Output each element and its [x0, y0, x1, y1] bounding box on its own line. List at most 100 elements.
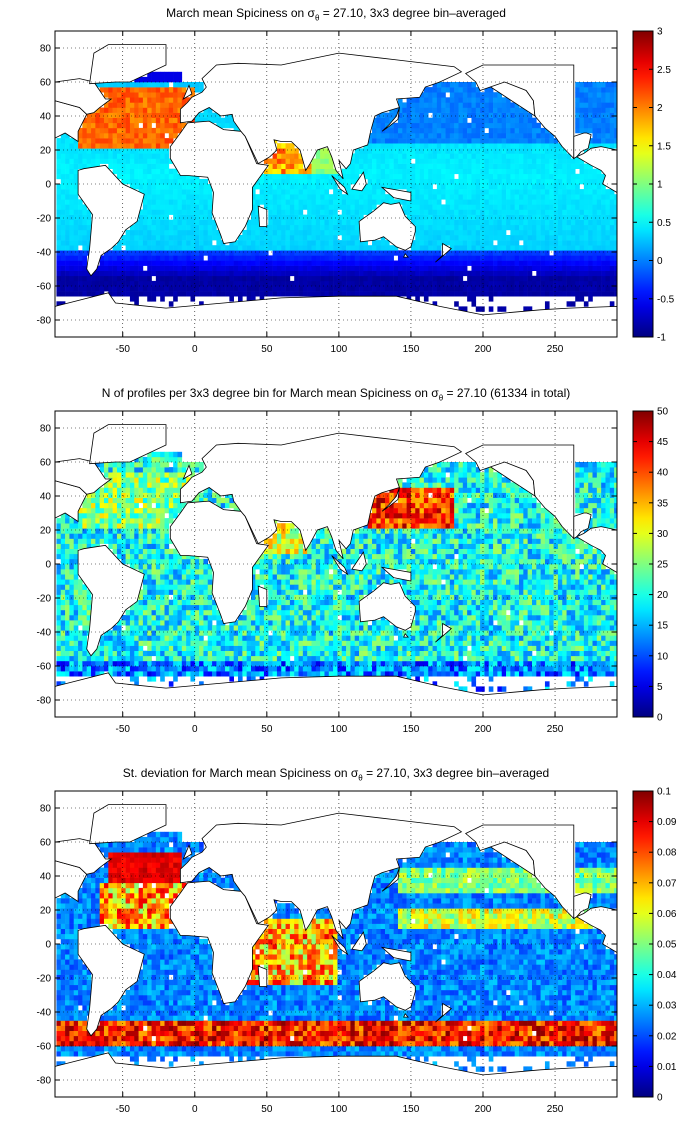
heatmap-cell [570, 280, 576, 287]
heatmap-cell [311, 229, 317, 236]
heatmap-cell [588, 138, 593, 144]
heatmap-cell [523, 163, 528, 169]
heatmap-cell [527, 133, 533, 139]
heatmap-cell [151, 189, 157, 195]
heatmap-cell [432, 286, 438, 292]
heatmap-cell [82, 630, 87, 636]
heatmap-cell [419, 158, 425, 164]
heatmap-cell [298, 235, 304, 241]
heatmap-cell [475, 163, 481, 169]
heatmap-cell [294, 194, 299, 200]
heatmap-cell [250, 286, 256, 292]
heatmap-cell [199, 224, 204, 231]
heatmap-cell [151, 548, 157, 555]
heatmap-cell [125, 229, 131, 236]
heatmap-cell [263, 194, 269, 200]
heatmap-cell [60, 594, 66, 600]
heatmap-cell [601, 224, 606, 231]
heatmap-cell [510, 219, 515, 226]
heatmap-cell [596, 270, 602, 277]
heatmap-cell [125, 163, 131, 169]
heatmap-cell [350, 204, 356, 210]
heatmap-cell [103, 640, 109, 646]
heatmap-cell [410, 102, 416, 108]
heatmap-cell [480, 122, 485, 129]
heatmap-cell [86, 502, 92, 509]
heatmap-cell [69, 286, 75, 292]
heatmap-cell [82, 650, 87, 657]
heatmap-cell [78, 260, 83, 266]
heatmap-cell [501, 209, 507, 215]
heatmap-cell [454, 235, 459, 241]
heatmap-cell [458, 250, 464, 256]
heatmap-cell [432, 158, 438, 164]
heatmap-cell [423, 97, 429, 103]
heatmap-cell [406, 163, 412, 169]
heatmap-cell [372, 250, 377, 256]
heatmap-cell [510, 153, 515, 159]
heatmap-cell [501, 117, 507, 124]
chart-title: N of profiles per 3x3 degree bin for Mar… [101, 386, 571, 403]
heatmap-cell [177, 194, 183, 200]
heatmap-cell [583, 209, 589, 215]
heatmap-cell [69, 168, 75, 175]
heatmap-cell [142, 168, 148, 175]
heatmap-cell [129, 82, 135, 88]
heatmap-cell [376, 148, 381, 154]
heatmap-cell [129, 280, 135, 287]
heatmap-cell [333, 280, 338, 287]
heatmap-cell [69, 569, 75, 575]
heatmap-cell [583, 107, 589, 113]
heatmap-cell [354, 286, 360, 292]
heatmap-cell [562, 291, 567, 297]
heatmap-cell [592, 102, 598, 108]
heatmap-cell [432, 138, 438, 144]
heatmap-cell [121, 173, 126, 180]
heatmap-cell [164, 107, 170, 113]
heatmap-cell [78, 158, 83, 164]
heatmap-cell [272, 184, 278, 190]
heatmap-cell [549, 199, 554, 205]
heatmap-cell [194, 275, 200, 282]
heatmap-cell [449, 138, 455, 144]
heatmap-cell [471, 87, 477, 93]
heatmap-cell [436, 82, 442, 88]
heatmap-cell [488, 291, 494, 297]
heatmap-cell [255, 240, 260, 246]
heatmap-cell [601, 255, 606, 261]
heatmap-cell [56, 630, 62, 636]
heatmap-cell [285, 178, 291, 185]
heatmap-cell [467, 214, 472, 220]
heatmap-cell [173, 127, 178, 134]
heatmap-cell [384, 255, 390, 261]
heatmap-cell [588, 235, 593, 241]
heatmap-cell [116, 265, 122, 271]
heatmap-cell [441, 158, 446, 164]
heatmap-cell [367, 153, 373, 159]
heatmap-cell [116, 245, 122, 251]
heatmap-cell [592, 127, 598, 134]
heatmap-cell [151, 615, 157, 621]
heatmap-cell [129, 178, 135, 185]
heatmap-cell [389, 280, 394, 287]
heatmap-cell [320, 194, 325, 200]
heatmap-cell [199, 214, 204, 220]
heatmap-cell [263, 204, 269, 210]
heatmap-cell [346, 265, 351, 271]
heatmap-cell [173, 189, 178, 195]
heatmap-cell [168, 92, 174, 98]
heatmap-cell [160, 594, 165, 600]
heatmap-cell [475, 250, 481, 256]
heatmap-cell [454, 214, 459, 220]
heatmap-cell [592, 82, 598, 88]
heatmap-cell [129, 630, 135, 636]
heatmap-cell [596, 82, 602, 88]
heatmap-cell [441, 82, 446, 88]
heatmap-cell [419, 107, 425, 113]
heatmap-cell [142, 655, 148, 662]
heatmap-cell [372, 270, 377, 277]
heatmap-cell [99, 255, 105, 261]
heatmap-cell [73, 245, 79, 251]
heatmap-cell [78, 523, 83, 529]
heatmap-cell [531, 275, 537, 282]
